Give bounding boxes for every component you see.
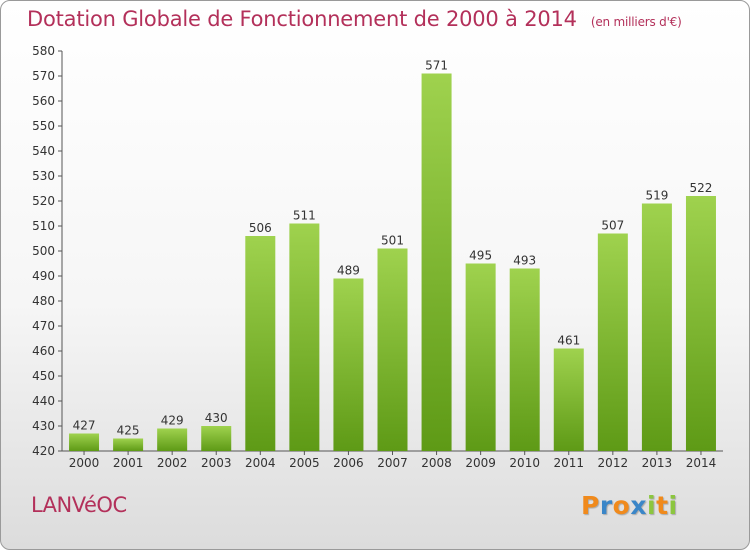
value-label-2009: 495	[469, 249, 492, 263]
value-label-2008: 571	[425, 59, 448, 73]
value-label-2003: 430	[205, 411, 228, 425]
y-tick-label: 490	[32, 269, 55, 283]
logo-letter: P	[581, 491, 600, 520]
value-label-2013: 519	[645, 189, 668, 203]
y-tick-label: 450	[32, 369, 55, 383]
x-tick-label-2010: 2010	[509, 456, 540, 470]
value-label-2006: 489	[337, 264, 360, 278]
proxiti-logo: Proxiti	[581, 491, 678, 520]
value-label-2001: 425	[117, 424, 140, 438]
logo-letter: o	[612, 491, 631, 520]
chart-unit-note: (en milliers d'€)	[590, 15, 682, 29]
value-label-2000: 427	[73, 419, 96, 433]
bar-2013	[641, 203, 672, 451]
x-tick-label-2007: 2007	[377, 456, 408, 470]
y-tick-label: 470	[32, 319, 55, 333]
chart-title: Dotation Globale de Fonctionnement de 20…	[27, 7, 682, 31]
logo-letter: i	[647, 491, 657, 520]
chart-title-text: Dotation Globale de Fonctionnement de 20…	[27, 7, 577, 31]
value-label-2007: 501	[381, 234, 404, 248]
value-label-2014: 522	[690, 181, 713, 195]
value-label-2010: 493	[513, 254, 536, 268]
y-tick-label: 460	[32, 344, 55, 358]
bar-2001	[113, 438, 144, 451]
x-tick-label-2009: 2009	[465, 456, 496, 470]
bar-2010	[509, 268, 540, 451]
bar-2012	[597, 233, 628, 451]
y-tick-label: 420	[32, 444, 55, 458]
bar-2009	[465, 263, 496, 451]
bar-2006	[333, 278, 364, 451]
value-label-2005: 511	[293, 209, 316, 223]
y-tick-label: 500	[32, 244, 55, 258]
x-tick-label-2003: 2003	[201, 456, 232, 470]
x-tick-label-2013: 2013	[642, 456, 673, 470]
logo-letter: x	[630, 491, 647, 520]
y-tick-label: 520	[32, 194, 55, 208]
place-name: LANVéOC	[31, 493, 127, 517]
x-tick-label-2002: 2002	[157, 456, 188, 470]
value-label-2012: 507	[601, 219, 624, 233]
x-tick-label-2014: 2014	[686, 456, 717, 470]
x-tick-label-2001: 2001	[113, 456, 144, 470]
x-tick-label-2008: 2008	[421, 456, 452, 470]
bar-2002	[157, 428, 188, 451]
bar-2014	[685, 196, 716, 451]
logo-letter: i	[668, 491, 678, 520]
y-tick-label: 510	[32, 219, 55, 233]
bar-2000	[69, 433, 100, 451]
x-tick-label-2000: 2000	[69, 456, 100, 470]
y-tick-label: 560	[32, 94, 55, 108]
y-tick-label: 440	[32, 394, 55, 408]
bar-2007	[377, 248, 408, 451]
bar-2008	[421, 73, 452, 451]
value-label-2004: 506	[249, 221, 272, 235]
value-label-2011: 461	[557, 334, 580, 348]
x-tick-label-2005: 2005	[289, 456, 320, 470]
value-label-2002: 429	[161, 414, 184, 428]
logo-letter: t	[656, 491, 669, 520]
x-tick-label-2004: 2004	[245, 456, 276, 470]
y-tick-label: 430	[32, 419, 55, 433]
bar-2011	[553, 348, 584, 451]
x-tick-label-2011: 2011	[553, 456, 584, 470]
bar-2004	[245, 236, 276, 451]
y-tick-label: 480	[32, 294, 55, 308]
logo-letter: r	[599, 491, 613, 520]
x-tick-label-2006: 2006	[333, 456, 364, 470]
y-tick-label: 540	[32, 144, 55, 158]
bar-2003	[201, 426, 232, 451]
y-tick-label: 530	[32, 169, 55, 183]
y-tick-label: 580	[32, 44, 55, 58]
y-tick-label: 570	[32, 69, 55, 83]
y-tick-label: 550	[32, 119, 55, 133]
bar-2005	[289, 223, 320, 451]
x-tick-label-2012: 2012	[598, 456, 629, 470]
